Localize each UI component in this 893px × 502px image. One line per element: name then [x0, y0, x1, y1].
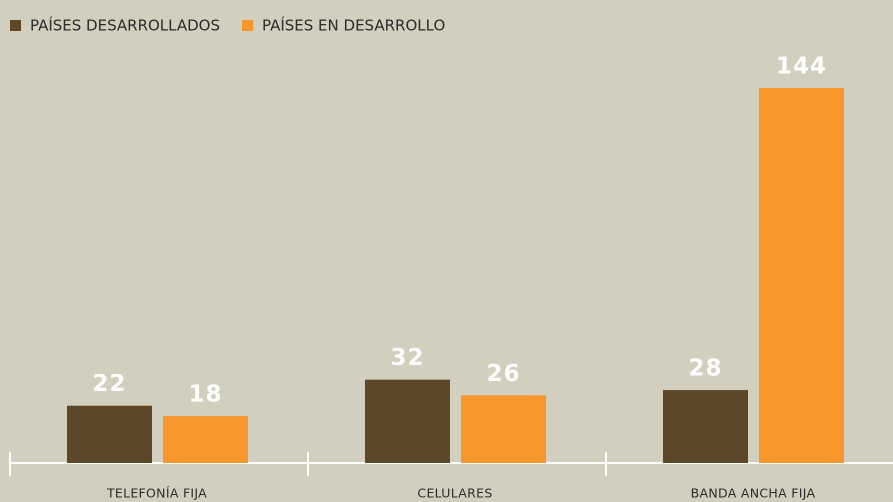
x-tick-label: CELULARES — [417, 486, 492, 501]
legend-label: PAÍSES EN DESARROLLO — [262, 16, 445, 35]
bar — [365, 379, 450, 463]
bar — [759, 88, 844, 463]
bar — [163, 416, 248, 463]
bar — [67, 405, 152, 463]
value-label: 32 — [390, 345, 424, 371]
bar — [461, 395, 546, 463]
value-label: 28 — [688, 356, 722, 382]
legend-label: PAÍSES DESARROLLADOS — [30, 16, 220, 35]
x-tick-label: BANDA ANCHA FIJA — [691, 486, 816, 501]
x-tick-label: TELEFONÍA FIJA — [106, 486, 207, 501]
value-label: 18 — [188, 382, 222, 408]
value-label: 22 — [92, 371, 126, 397]
value-label: 144 — [776, 54, 827, 80]
legend-swatch — [10, 20, 21, 31]
legend-swatch — [242, 20, 253, 31]
value-label: 26 — [486, 361, 520, 387]
bar — [663, 390, 748, 463]
